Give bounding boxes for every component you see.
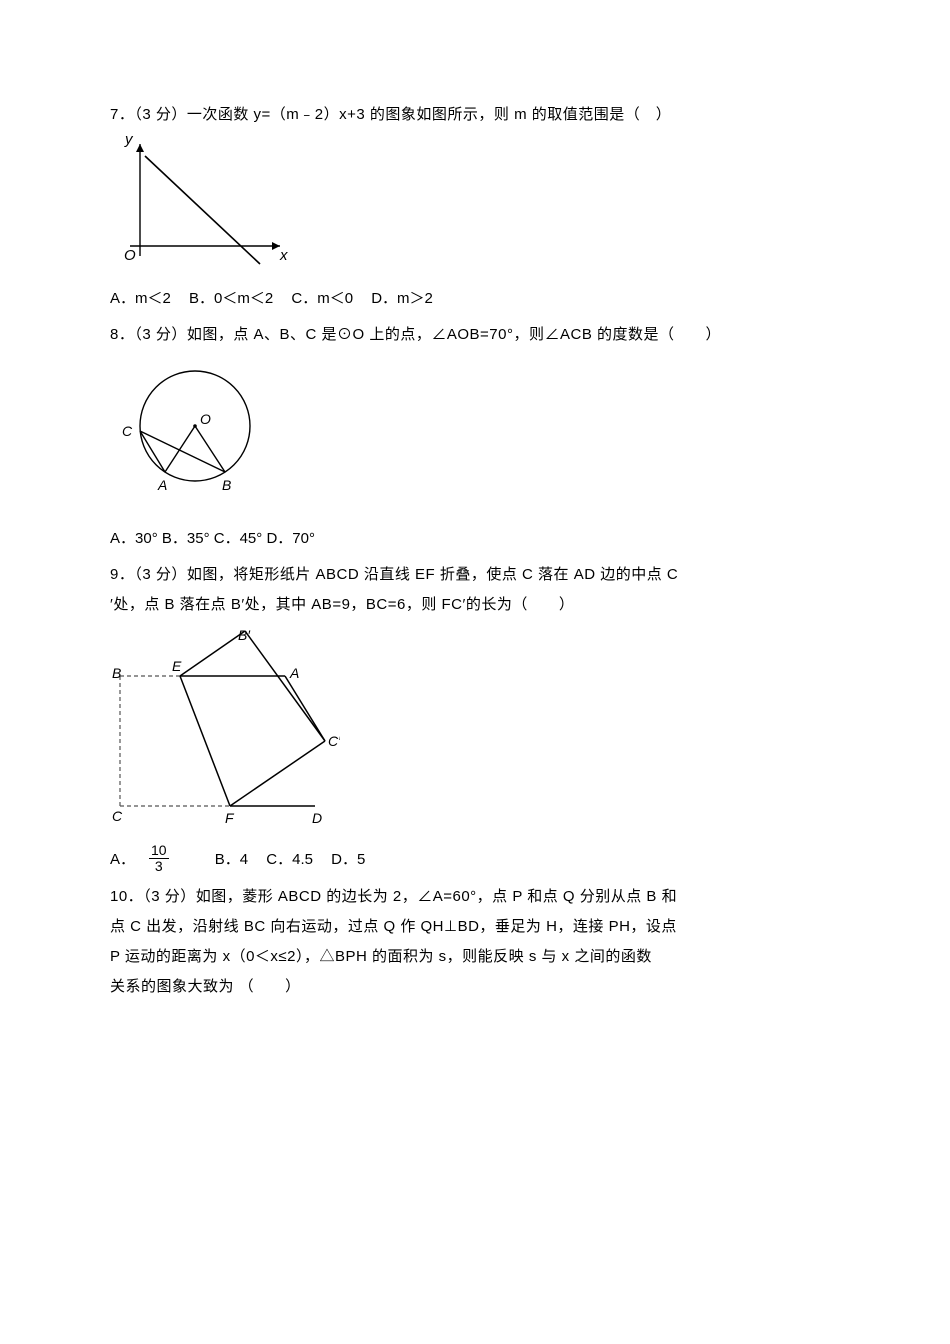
- q10-points: （3 分）: [143, 888, 196, 905]
- q10-line1: 10．（3 分）如图，菱形 ABCD 的边长为 2，∠A=60°，点 P 和点 …: [110, 882, 840, 912]
- q7-o-label: O: [124, 247, 136, 264]
- q9-opt-d: D．5: [331, 851, 365, 868]
- q9-d-label: D: [312, 810, 322, 826]
- q10-number: 10．: [110, 888, 143, 905]
- q7-opt-c: C．m＜0: [291, 290, 353, 307]
- q8-options: A．30° B．35° C．45° D．70°: [110, 524, 840, 554]
- q7-stem: 7．（3 分）一次函数 y=（m﹣2）x+3 的图象如图所示，则 m 的取值范围…: [110, 100, 840, 130]
- q8-opt-c: C．45°: [214, 530, 263, 547]
- q8-b-label: B: [222, 477, 231, 493]
- q8-opt-b: B．35°: [162, 530, 210, 547]
- q7-stem-text: 一次函数 y=（m﹣2）x+3 的图象如图所示，则 m 的取值范围是（ ）: [187, 106, 671, 123]
- q9-b-label: B: [112, 665, 121, 681]
- q9-figure: B E A B′ C′ C F D: [110, 626, 840, 826]
- q8-stem: 8．（3 分）如图，点 A、B、C 是⊙O 上的点，∠AOB=70°，则∠ACB…: [110, 320, 840, 350]
- q8-o-label: O: [200, 411, 211, 427]
- q9-f-label: F: [225, 810, 235, 826]
- q7-options: A．m＜2 B．0＜m＜2 C．m＜0 D．m＞2: [110, 284, 840, 314]
- q9-stem-line2: ′处，点 B 落在点 B′处，其中 AB=9，BC=6，则 FC′的长为（ ）: [110, 590, 840, 620]
- q7-opt-a: A．m＜2: [110, 290, 171, 307]
- q9-options: A．103 B．4 C．4.5 D．5: [110, 844, 840, 876]
- q7-points: （3 分）: [134, 106, 187, 123]
- question-7: 7．（3 分）一次函数 y=（m﹣2）x+3 的图象如图所示，则 m 的取值范围…: [110, 100, 840, 314]
- q9-stem: 9．（3 分）如图，将矩形纸片 ABCD 沿直线 EF 折叠，使点 C 落在 A…: [110, 560, 840, 590]
- q7-number: 7．: [110, 106, 134, 123]
- q9-c-label: C: [112, 808, 123, 824]
- q7-opt-d: D．m＞2: [371, 290, 433, 307]
- q8-points: （3 分）: [134, 326, 187, 343]
- q9-stem-a: 如图，将矩形纸片 ABCD 沿直线 EF 折叠，使点 C 落在 AD 边的中点 …: [187, 566, 678, 583]
- q9-opt-a-num: 10: [149, 843, 169, 859]
- q9-opt-a-prefix: A．: [110, 851, 135, 868]
- q8-figure: O A B C: [110, 356, 840, 506]
- q8-number: 8．: [110, 326, 134, 343]
- q10-line2: 点 C 出发，沿射线 BC 向右运动，过点 Q 作 QH⊥BD，垂足为 H，连接…: [110, 912, 840, 942]
- q7-figure: y x O: [110, 136, 840, 266]
- q8-a-label: A: [157, 477, 167, 493]
- q9-opt-b: B．4: [215, 851, 248, 868]
- q8-stem-text: 如图，点 A、B、C 是⊙O 上的点，∠AOB=70°，则∠ACB 的度数是（ …: [187, 326, 721, 343]
- question-10: 10．（3 分）如图，菱形 ABCD 的边长为 2，∠A=60°，点 P 和点 …: [110, 882, 840, 1002]
- q7-x-label: x: [279, 247, 288, 264]
- q9-opt-c: C．4.5: [266, 851, 313, 868]
- q9-e-label: E: [172, 658, 182, 674]
- q9-opt-a-den: 3: [149, 859, 169, 874]
- q7-y-label: y: [124, 136, 134, 148]
- q9-opt-a-fraction: 103: [149, 843, 183, 875]
- q10-line4: 关系的图象大致为 （ ）: [110, 972, 840, 1002]
- q10-line3: P 运动的距离为 x（0＜x≤2），△BPH 的面积为 s，则能反映 s 与 x…: [110, 942, 840, 972]
- q9-cp-label: C′: [328, 733, 340, 749]
- q8-opt-a: A．30°: [110, 530, 158, 547]
- q9-opt-a: A．103: [110, 851, 201, 868]
- q8-c-label: C: [122, 423, 133, 439]
- question-9: 9．（3 分）如图，将矩形纸片 ABCD 沿直线 EF 折叠，使点 C 落在 A…: [110, 560, 840, 876]
- q7-opt-b: B．0＜m＜2: [189, 290, 273, 307]
- q9-number: 9．: [110, 566, 134, 583]
- q9-bp-label: B′: [238, 627, 251, 643]
- q8-opt-d: D．70°: [266, 530, 315, 547]
- question-8: 8．（3 分）如图，点 A、B、C 是⊙O 上的点，∠AOB=70°，则∠ACB…: [110, 320, 840, 554]
- q9-a-label: A: [289, 665, 299, 681]
- q10-stem-a: 如图，菱形 ABCD 的边长为 2，∠A=60°，点 P 和点 Q 分别从点 B…: [196, 888, 677, 905]
- q9-stem-b: ′处，点 B 落在点 B′处，其中 AB=9，BC=6，则 FC′的长为（ ）: [110, 596, 574, 613]
- q9-points: （3 分）: [134, 566, 187, 583]
